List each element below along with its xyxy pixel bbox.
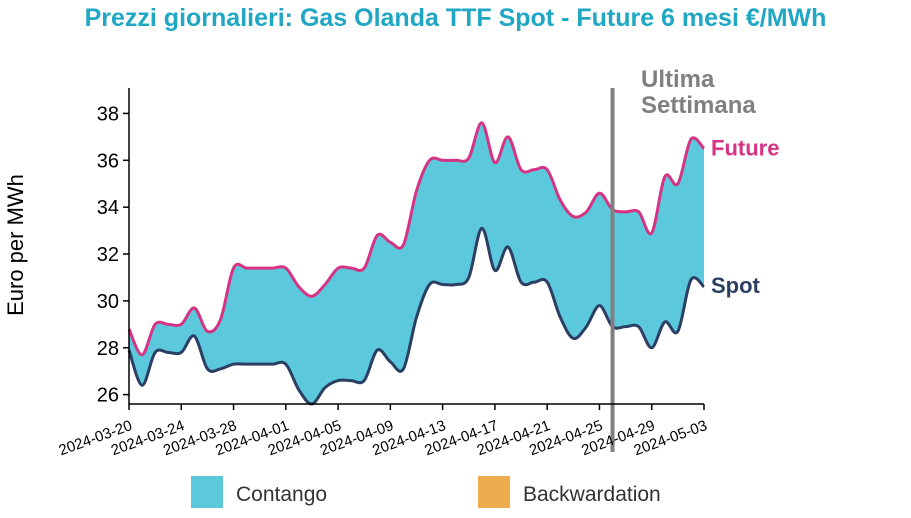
plot-area: UltimaSettimanaFutureSpot262830323436382…	[57, 66, 780, 459]
future-line	[127, 121, 706, 357]
legend-swatch-backwardation	[478, 476, 510, 508]
y-tick-label: 34	[97, 197, 119, 219]
contango-fill	[129, 122, 704, 405]
chart-title: Prezzi giornalieri: Gas Olanda TTF Spot …	[84, 4, 827, 32]
y-tick-label: 30	[97, 291, 119, 313]
legend-label-backwardation: Backwardation	[523, 483, 661, 506]
series-label-spot: Spot	[711, 273, 761, 298]
legend: Contango Backwardation	[191, 476, 661, 508]
marker-label-line1: Ultima	[641, 66, 715, 93]
y-tick-label: 38	[97, 103, 119, 125]
marker-label-line2: Settimana	[641, 92, 756, 119]
legend-swatch-contango	[191, 476, 223, 508]
series-label-future: Future	[711, 136, 779, 161]
y-tick-label: 26	[97, 385, 119, 407]
y-tick-label: 36	[97, 150, 119, 172]
y-tick-label: 28	[97, 338, 119, 360]
spot-line	[127, 226, 706, 406]
legend-label-contango: Contango	[236, 483, 327, 506]
y-axis-label: Euro per MWh	[3, 174, 28, 316]
y-tick-label: 32	[97, 244, 119, 266]
